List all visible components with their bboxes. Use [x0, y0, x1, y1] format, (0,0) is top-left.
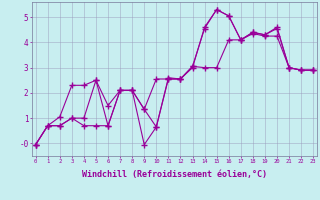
X-axis label: Windchill (Refroidissement éolien,°C): Windchill (Refroidissement éolien,°C): [82, 170, 267, 179]
